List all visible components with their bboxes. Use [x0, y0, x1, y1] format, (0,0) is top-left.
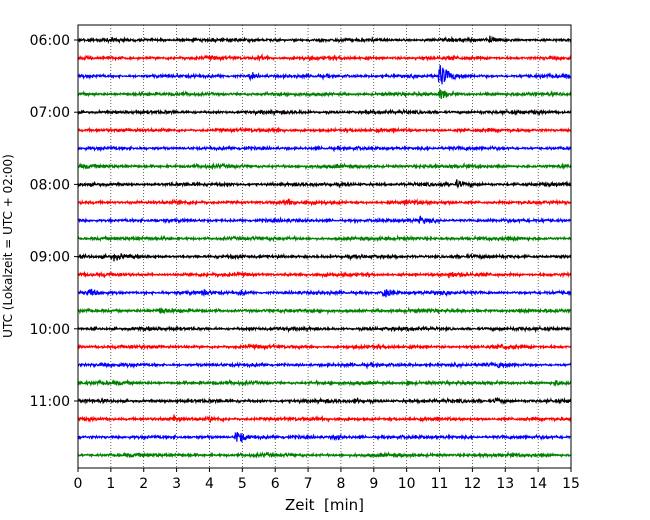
- x-tick-label: 3: [172, 476, 181, 492]
- x-tick-label: 0: [74, 476, 83, 492]
- seismic-trace: [77, 324, 572, 334]
- seismic-trace: [77, 396, 572, 406]
- seismic-trace: [77, 342, 572, 351]
- seismic-trace: [77, 197, 572, 207]
- seismic-trace: [77, 126, 572, 135]
- seismic-trace: [77, 450, 572, 459]
- x-tick-label: 15: [562, 476, 580, 492]
- x-tick-label: 8: [336, 476, 345, 492]
- x-tick-label: 9: [369, 476, 378, 492]
- y-tick-label: 08:00: [30, 177, 70, 193]
- seismic-trace: [77, 431, 572, 443]
- seismic-traces: [77, 35, 572, 459]
- y-axis-title: UTC (Lokalzeit = UTC + 02:00): [1, 154, 15, 338]
- x-tick-label: 5: [238, 476, 247, 492]
- seismic-trace: [77, 108, 572, 117]
- grid-lines: [110, 25, 539, 468]
- x-axis-title: Zeit [min]: [285, 496, 364, 514]
- seismic-trace: [77, 414, 572, 423]
- x-tick-label: 14: [529, 476, 547, 492]
- y-tick-label: 07:00: [30, 105, 70, 121]
- x-tick-label: 10: [398, 476, 416, 492]
- seismic-trace: [77, 270, 572, 279]
- seismic-trace: [77, 64, 572, 85]
- seismic-trace: [77, 288, 572, 298]
- x-tick-label: 7: [304, 476, 313, 492]
- seismic-trace: [77, 89, 572, 99]
- x-tick-label: 11: [431, 476, 449, 492]
- x-tick-label: 2: [139, 476, 148, 492]
- seismic-trace: [77, 361, 572, 370]
- seismic-trace: [77, 252, 572, 262]
- seismic-trace: [77, 306, 572, 316]
- seismic-trace: [77, 234, 572, 243]
- seismic-trace: [77, 215, 572, 225]
- seismic-trace: [77, 378, 572, 387]
- x-axis-ticks: 0 1 2 3 4 5 6 7 8 9 10 11 12 13 14 15: [74, 468, 580, 492]
- y-tick-label: 10:00: [30, 322, 70, 338]
- seismic-trace: [77, 161, 572, 171]
- seismic-trace: [77, 144, 572, 153]
- seismic-trace: [77, 52, 572, 63]
- y-axis-ticks: 06:00 07:00 08:00 09:00 10:00 11:00: [30, 33, 78, 410]
- x-tick-label: 6: [271, 476, 280, 492]
- x-tick-label: 1: [106, 476, 115, 492]
- x-tick-label: 4: [205, 476, 214, 492]
- seismic-trace: [77, 35, 572, 45]
- x-tick-label: 13: [496, 476, 514, 492]
- x-tick-label: 12: [463, 476, 481, 492]
- seismic-trace: [77, 179, 572, 189]
- y-tick-label: 11:00: [30, 394, 70, 410]
- plot-frame: [77, 24, 572, 469]
- y-tick-label: 06:00: [30, 33, 70, 49]
- y-tick-label: 09:00: [30, 250, 70, 266]
